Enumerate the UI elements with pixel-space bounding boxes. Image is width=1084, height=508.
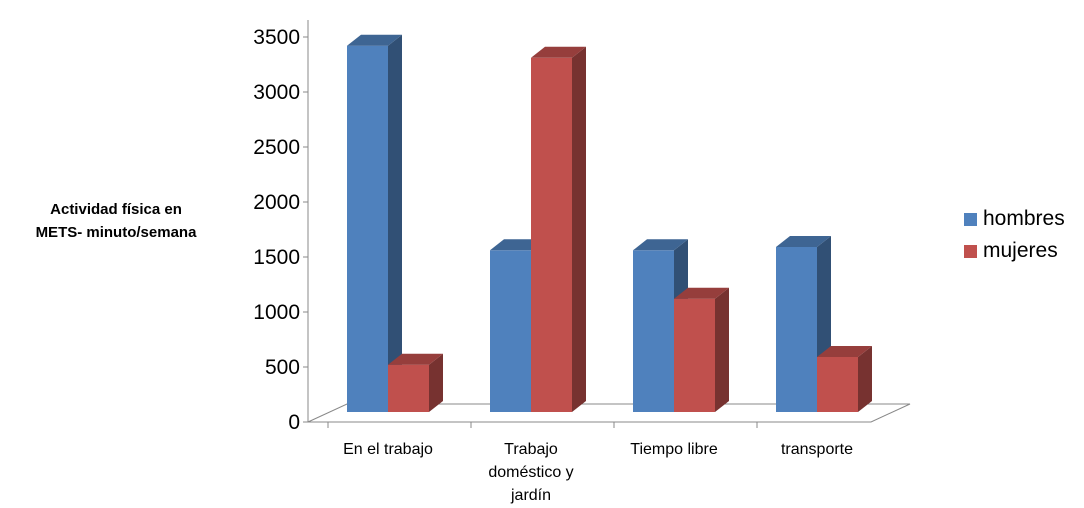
y-tick-label: 3000 [253,81,300,104]
chart-floor [307,403,911,423]
x-tick-label: doméstico y [488,464,573,481]
legend: hombres mujeres [964,206,1065,270]
bar [347,34,402,412]
y-tick-label: 500 [265,356,300,379]
bar [531,46,586,413]
legend-item-hombres: hombres [964,206,1065,232]
bar-top [531,46,586,58]
legend-swatch-hombres [964,212,977,226]
x-tick-label: En el trabajo [343,441,433,458]
bar-side [572,46,586,413]
legend-label-mujeres: mujeres [983,239,1058,262]
x-tick-label: transporte [781,441,853,458]
bar-front [776,247,817,412]
x-tick-label: Trabajo [504,441,558,458]
bar-front [490,250,531,412]
y-tick-label: 2500 [253,136,300,159]
legend-item-mujeres: mujeres [964,238,1065,264]
bar-front [388,364,429,412]
bar-side [715,287,729,412]
bar [817,346,872,412]
bar-top [633,239,688,251]
bar-top [388,353,443,365]
bar [388,353,443,412]
legend-label-hombres: hombres [983,207,1065,230]
bar-top [776,236,831,247]
y-tick-label: 3500 [253,26,300,49]
y-tick-label: 2000 [253,191,300,214]
bar-top [347,34,402,46]
legend-swatch-mujeres [964,244,977,258]
bar-front [674,298,715,412]
bar-top [674,287,729,299]
bar-top [817,346,872,357]
bar-side [858,346,872,412]
y-tick-label: 0 [288,411,300,434]
bar [776,236,831,412]
y-axis-label: Actividad física en METS- minuto/semana [35,201,197,241]
y-tick-label: 1500 [253,246,300,269]
bar-front [817,357,858,412]
x-tick-label: jardín [510,487,551,504]
y-tick-label: 1000 [253,301,300,324]
bar-side [429,353,443,412]
bar-front [633,250,674,412]
bar-front [347,45,388,412]
bar [674,287,729,412]
bar-front [531,57,572,413]
x-tick-label: Tiempo libre [630,441,718,458]
bar-side [388,34,402,412]
